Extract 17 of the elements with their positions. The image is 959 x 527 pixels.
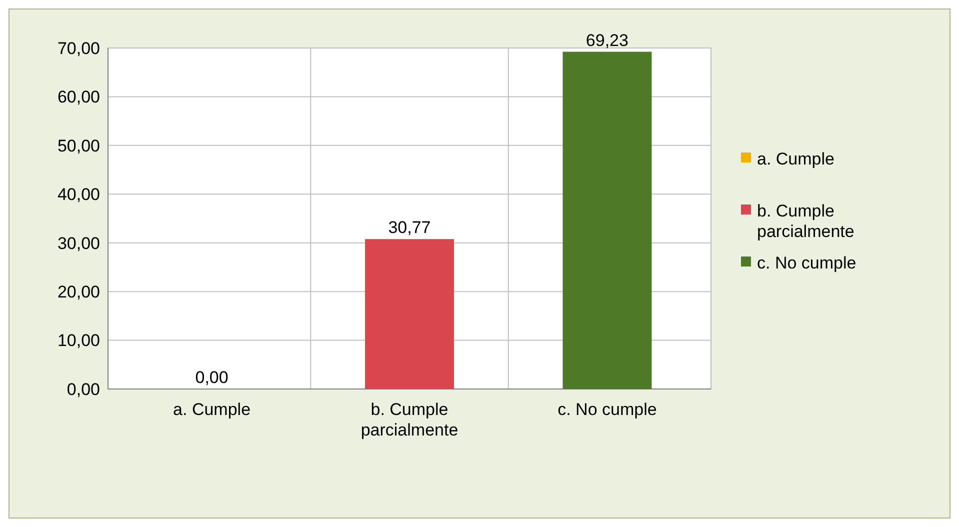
data-label: 30,77 — [388, 218, 431, 238]
y-tick-label: 50,00 — [57, 136, 100, 156]
y-tick-label: 0,00 — [66, 380, 100, 399]
y-tick-label: 10,00 — [57, 331, 100, 350]
legend-label: c. No cumple — [757, 253, 856, 272]
y-tick-label: 60,00 — [57, 88, 100, 107]
y-tick-label: 30,00 — [57, 234, 100, 253]
y-tick-label: 40,00 — [57, 185, 100, 204]
y-tick-label: 20,00 — [57, 282, 100, 302]
data-label: 69,23 — [586, 30, 628, 50]
legend-label: a. Cumple — [757, 149, 834, 168]
x-tick-label: a. Cumple — [173, 400, 251, 419]
data-label: 0,00 — [195, 368, 228, 387]
y-tick-label: 70,00 — [57, 38, 100, 58]
legend-label: b. Cumple parcialmente — [757, 201, 854, 241]
x-tick-label: b. Cumple parcialmente — [360, 400, 458, 440]
x-tick-label: c. No cumple — [558, 400, 657, 419]
